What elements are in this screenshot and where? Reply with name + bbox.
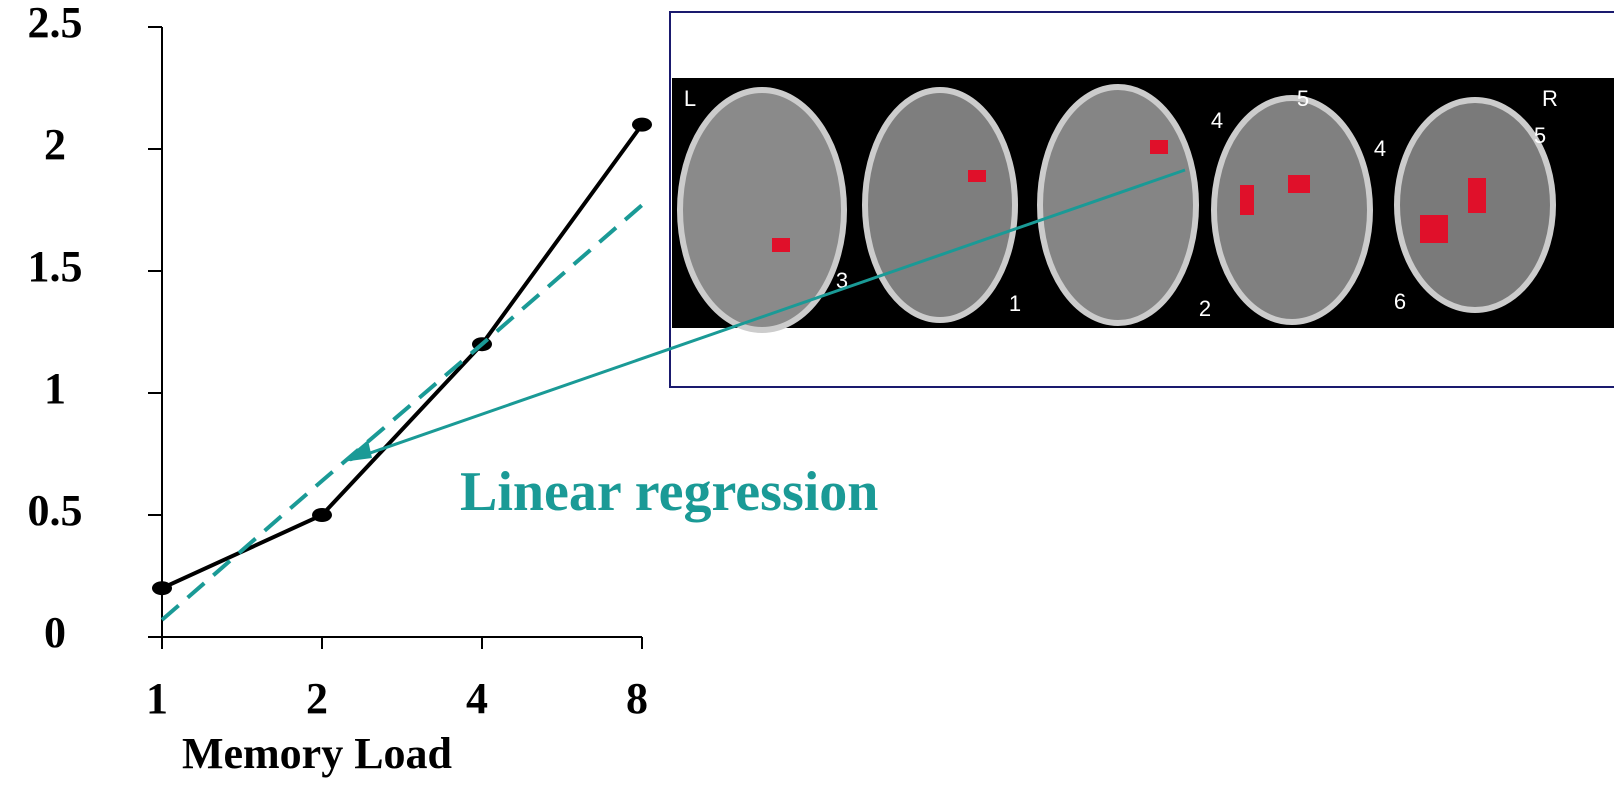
activation: [1240, 185, 1254, 215]
data-point: [152, 581, 172, 595]
y-tick-label: 1.5: [28, 242, 83, 291]
image-label: 4: [1211, 108, 1223, 133]
activation: [1420, 215, 1448, 243]
annotation-arrowhead: [342, 440, 372, 462]
y-tick-label: 2.5: [28, 0, 83, 47]
activation: [1150, 140, 1168, 154]
image-label: L: [684, 86, 696, 111]
data-point: [312, 508, 332, 522]
image-label: 5: [1534, 123, 1546, 148]
image-label: 1: [1009, 291, 1021, 316]
brain-slice: [1040, 87, 1196, 323]
y-tick-label: 0.5: [28, 486, 83, 535]
image-label: 2: [1199, 296, 1211, 321]
y-tick-label: 0: [44, 608, 66, 657]
chart: LR3145425600.511.522.51248Memory LoadLin…: [0, 0, 1614, 807]
activation: [772, 238, 790, 252]
brain-slice: [865, 90, 1015, 320]
activation: [968, 170, 986, 182]
annotation: Linear regression: [460, 461, 878, 523]
activation: [1288, 175, 1310, 193]
y-tick-label: 1: [44, 364, 66, 413]
image-label: R: [1542, 86, 1558, 111]
image-label: 5: [1297, 86, 1309, 111]
image-label: 6: [1394, 289, 1406, 314]
x-tick-label: 2: [306, 674, 328, 723]
y-tick-label: 2: [44, 120, 66, 169]
x-tick-label: 4: [466, 674, 488, 723]
x-tick-label: 8: [626, 674, 648, 723]
brain-figure: [670, 12, 1614, 387]
image-label: 4: [1374, 136, 1386, 161]
data-point: [632, 118, 652, 132]
activation: [1468, 178, 1486, 213]
x-axis-label: Memory Load: [182, 729, 452, 778]
brain-slice: [680, 90, 844, 330]
regression-line: [162, 205, 642, 620]
x-tick-label: 1: [146, 674, 168, 723]
brain-slice: [1214, 98, 1370, 322]
